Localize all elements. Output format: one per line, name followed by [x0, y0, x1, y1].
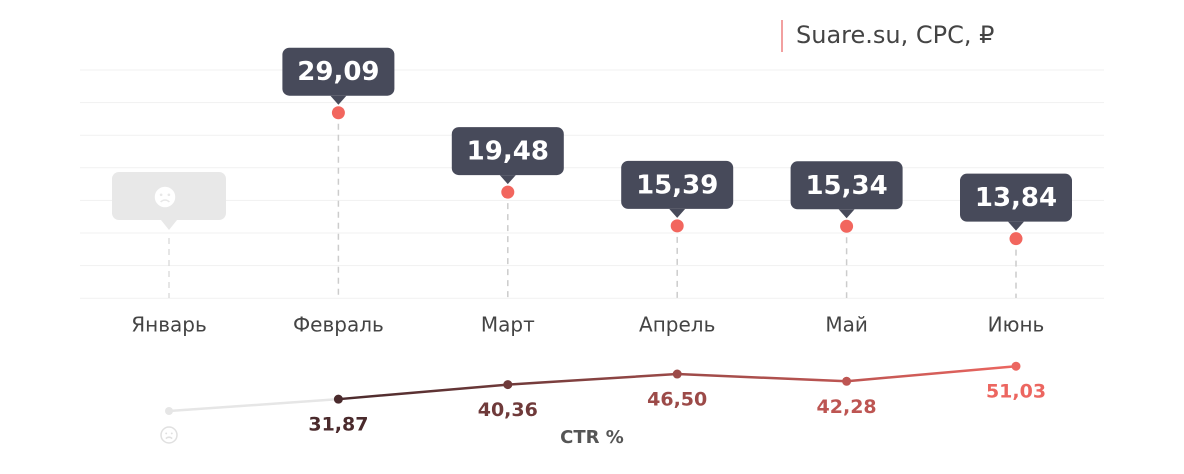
- value-label: 15,39: [636, 170, 718, 200]
- x-tick-label: Февраль: [293, 313, 384, 337]
- tooltip-pointer: [838, 209, 855, 219]
- value-label: 51,03: [986, 381, 1046, 403]
- background-grid: [80, 69, 1104, 299]
- empty-icon: [165, 432, 168, 435]
- tooltip-box: [790, 161, 903, 210]
- dot: [840, 219, 854, 233]
- value-label: 31,87: [308, 414, 368, 436]
- tooltip-box: [621, 160, 734, 209]
- empty-connector: [168, 397, 339, 413]
- empty-icon: [153, 185, 177, 209]
- empty-tooltip: [161, 220, 177, 230]
- empty-icon: [160, 199, 170, 203]
- dot: [1011, 361, 1021, 371]
- x-tick-label: Июнь: [988, 313, 1045, 337]
- empty-icon: [167, 193, 171, 197]
- legend-label: Suare.su, CPC, ₽: [796, 21, 994, 49]
- tooltip-pointer: [1008, 221, 1024, 231]
- dot: [1009, 232, 1023, 246]
- dot: [670, 219, 684, 233]
- empty-icon: [160, 426, 178, 444]
- tooltip-pointer: [330, 95, 347, 105]
- x-tick-label: Апрель: [639, 313, 715, 337]
- value-label: 46,50: [647, 389, 707, 411]
- dot: [842, 376, 852, 386]
- x-tick-label: Май: [825, 313, 868, 337]
- dot: [331, 106, 345, 120]
- tooltip-pointer: [499, 175, 516, 185]
- tooltip-pointer: [669, 208, 686, 218]
- empty-icon: [159, 193, 163, 197]
- value-label: 19,48: [467, 137, 549, 167]
- tooltip-box: [960, 173, 1072, 222]
- x-tick-label: Март: [481, 313, 535, 337]
- dot: [672, 369, 682, 379]
- empty-icon: [165, 436, 173, 440]
- value-label: 13,84: [975, 183, 1057, 213]
- ctr-title: CTR %: [560, 427, 624, 448]
- dot: [333, 394, 343, 404]
- empty-dot: [165, 407, 173, 415]
- value-label: 40,36: [478, 399, 538, 421]
- tooltip-box: [282, 47, 395, 96]
- empty-icon: [170, 432, 173, 435]
- value-label: 42,28: [817, 396, 877, 418]
- value-label: 29,09: [297, 57, 379, 87]
- x-tick-label: Январь: [131, 313, 207, 337]
- dot: [503, 380, 513, 390]
- value-label: 15,34: [805, 171, 887, 201]
- tooltip-box: [451, 127, 564, 176]
- dot: [501, 185, 515, 199]
